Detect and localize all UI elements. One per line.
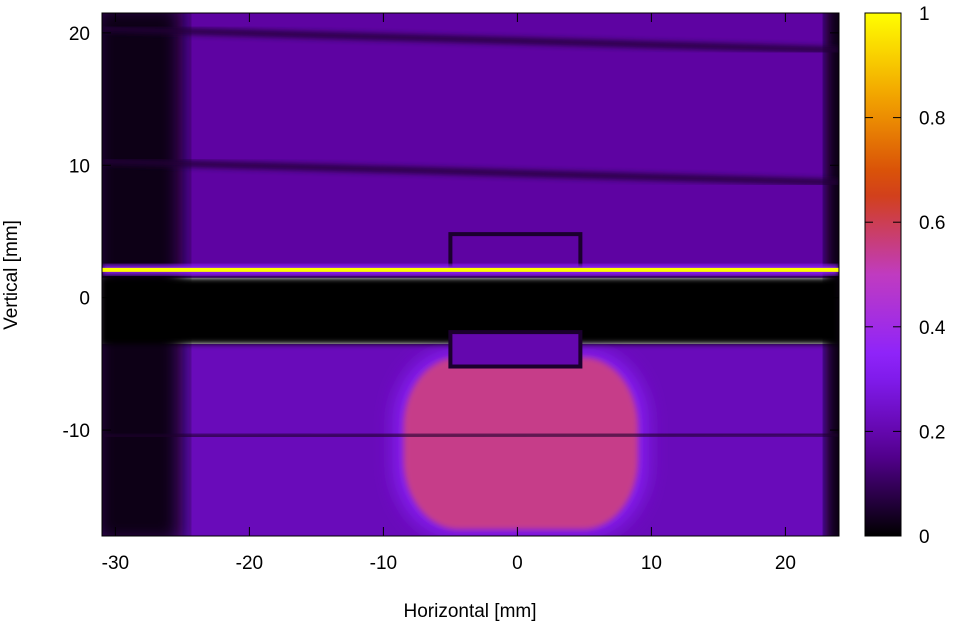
y-tick-label: 20: [69, 24, 90, 45]
y-tick-label: -10: [63, 421, 90, 442]
colorbar-tick-label: 0.6: [919, 213, 945, 234]
x-tick-label: -10: [370, 553, 397, 574]
plot-frame: [101, 12, 840, 537]
y-tick-label: 0: [79, 289, 90, 310]
hot-region: [403, 357, 638, 530]
colorbar-tick-label: 0.8: [919, 109, 945, 130]
y-tick-label: 10: [69, 156, 90, 177]
upper-region: [102, 13, 839, 278]
grid-line-horizontal-upper: [102, 25, 839, 54]
x-axis: -30 -20 -10 0 10 20: [102, 13, 796, 574]
grid-line-horizontal-lower: [102, 431, 839, 440]
colorbar-tick-label: 0: [919, 527, 930, 548]
heatmap-image: [102, 13, 839, 536]
colorbar: [864, 12, 902, 537]
lower-box-outline: [448, 330, 583, 369]
bright-line: [102, 267, 839, 272]
grid-line-horizontal-upper: [102, 158, 839, 186]
y-axis-label: Vertical [mm]: [1, 220, 22, 330]
colorbar-tick-label: 1: [919, 4, 930, 25]
colorbar-ticks: 0 0.2 0.4 0.6 0.8 1: [865, 4, 946, 548]
x-tick-label: 0: [512, 553, 523, 574]
x-tick-label: -30: [102, 553, 129, 574]
x-tick-label: 20: [775, 553, 796, 574]
colorbar-tick-label: 0.4: [919, 318, 946, 339]
y-axis: 20 10 0 -10: [63, 24, 839, 442]
x-axis-label: Horizontal [mm]: [403, 601, 536, 622]
x-tick-label: -20: [236, 553, 263, 574]
x-tick-label: 10: [641, 553, 662, 574]
colorbar-tick-label: 0.2: [919, 422, 945, 443]
